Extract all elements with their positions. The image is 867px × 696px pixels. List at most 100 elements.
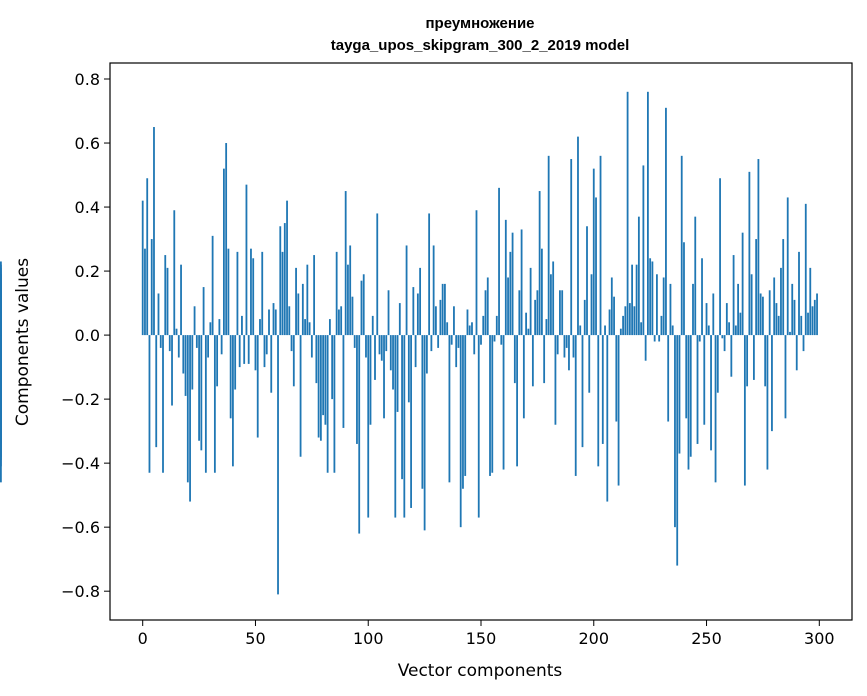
bars-group (0, 91, 818, 595)
y-tick-label: 0.4 (75, 198, 100, 217)
bar-248 (701, 258, 703, 336)
bar-144 (466, 309, 469, 336)
bar-66 (290, 335, 293, 352)
bar-279 (771, 335, 773, 432)
bar-12 (168, 335, 171, 352)
bar-238 (678, 335, 681, 454)
bar-188 (565, 335, 568, 348)
bar-170 (525, 312, 528, 336)
bar-247 (698, 335, 701, 342)
bar-161 (504, 219, 507, 336)
bar-54 (263, 335, 266, 368)
bar-46 (245, 184, 248, 336)
bar-49 (252, 258, 255, 336)
bar-24 (195, 335, 198, 348)
x-tick-label: 150 (466, 629, 497, 648)
bar-25 (198, 335, 200, 441)
bar-240 (683, 242, 685, 336)
bar-21 (189, 335, 191, 502)
bar-165 (513, 335, 516, 384)
bar-201 (595, 197, 597, 336)
bar-245 (694, 216, 697, 336)
bar-197 (586, 226, 588, 336)
bar-229 (658, 335, 661, 342)
bar-253 (712, 293, 715, 336)
bar-128 (430, 335, 433, 352)
bar-70 (299, 335, 302, 457)
bar-115 (401, 335, 403, 480)
bar-213 (622, 315, 624, 336)
y-tick-label: −0.4 (61, 454, 100, 473)
bar-297 (811, 306, 814, 336)
bar-244 (692, 283, 694, 336)
bar-217 (631, 264, 634, 336)
bar-283 (780, 267, 782, 336)
bar-8 (159, 335, 162, 348)
bar-148 (475, 210, 478, 336)
bar-252 (710, 335, 712, 451)
y-tick-label: 0.2 (75, 262, 100, 281)
bar-224 (646, 91, 649, 336)
bar-131 (437, 335, 440, 348)
bar-135 (446, 322, 449, 336)
bar-130 (434, 306, 437, 336)
bar-176 (538, 191, 541, 336)
bar-243 (689, 335, 692, 457)
bar-110 (389, 335, 392, 371)
bar-78 (317, 335, 320, 438)
bar-50 (254, 335, 257, 371)
bar-255 (716, 335, 719, 393)
bar-260 (728, 322, 730, 336)
bar-119 (410, 335, 412, 508)
bar-114 (398, 303, 401, 336)
bar-192 (574, 335, 577, 476)
bar-65 (288, 306, 291, 336)
bar-47 (247, 335, 250, 364)
bar-293 (802, 335, 805, 352)
bar-258 (723, 335, 726, 352)
bar-107 (383, 335, 385, 419)
bar-121 (414, 335, 417, 368)
bar-5 (153, 127, 155, 336)
bar-270 (750, 274, 753, 336)
bar-175 (536, 290, 539, 336)
bar-62 (281, 251, 284, 336)
bar-15 (175, 328, 178, 336)
bar-233 (667, 335, 670, 422)
bar-179 (545, 319, 548, 336)
bar-18 (182, 335, 185, 374)
bar-183 (554, 335, 557, 425)
bar-163 (509, 251, 512, 336)
bar-105 (378, 335, 381, 355)
bar-220 (637, 216, 640, 336)
bar-4 (150, 239, 153, 336)
bar-96 (358, 335, 361, 534)
bar-139 (455, 335, 458, 368)
bar-17 (180, 264, 182, 336)
bar-39 (229, 335, 232, 419)
bar-111 (392, 335, 394, 390)
bar-113 (396, 335, 399, 412)
bar-43 (238, 335, 241, 368)
bar-68 (295, 267, 297, 336)
bar-123 (419, 267, 422, 336)
bar-226 (651, 261, 654, 336)
bar-208 (610, 277, 613, 336)
bar-132 (439, 299, 442, 336)
bar-23 (193, 306, 196, 336)
bar-168 (520, 229, 523, 336)
bar-205 (604, 325, 606, 336)
bar-282 (777, 315, 780, 336)
bar-259 (725, 303, 728, 336)
bar-36 (222, 168, 225, 336)
bar-112 (394, 335, 397, 518)
bar-10 (164, 255, 167, 336)
bar-76 (313, 255, 316, 336)
bar-294 (804, 203, 807, 336)
bar-22 (191, 335, 194, 390)
bar-164 (511, 232, 514, 336)
y-tick-label: 0.6 (75, 134, 100, 153)
bar-44 (241, 315, 243, 336)
bar-264 (737, 283, 740, 336)
